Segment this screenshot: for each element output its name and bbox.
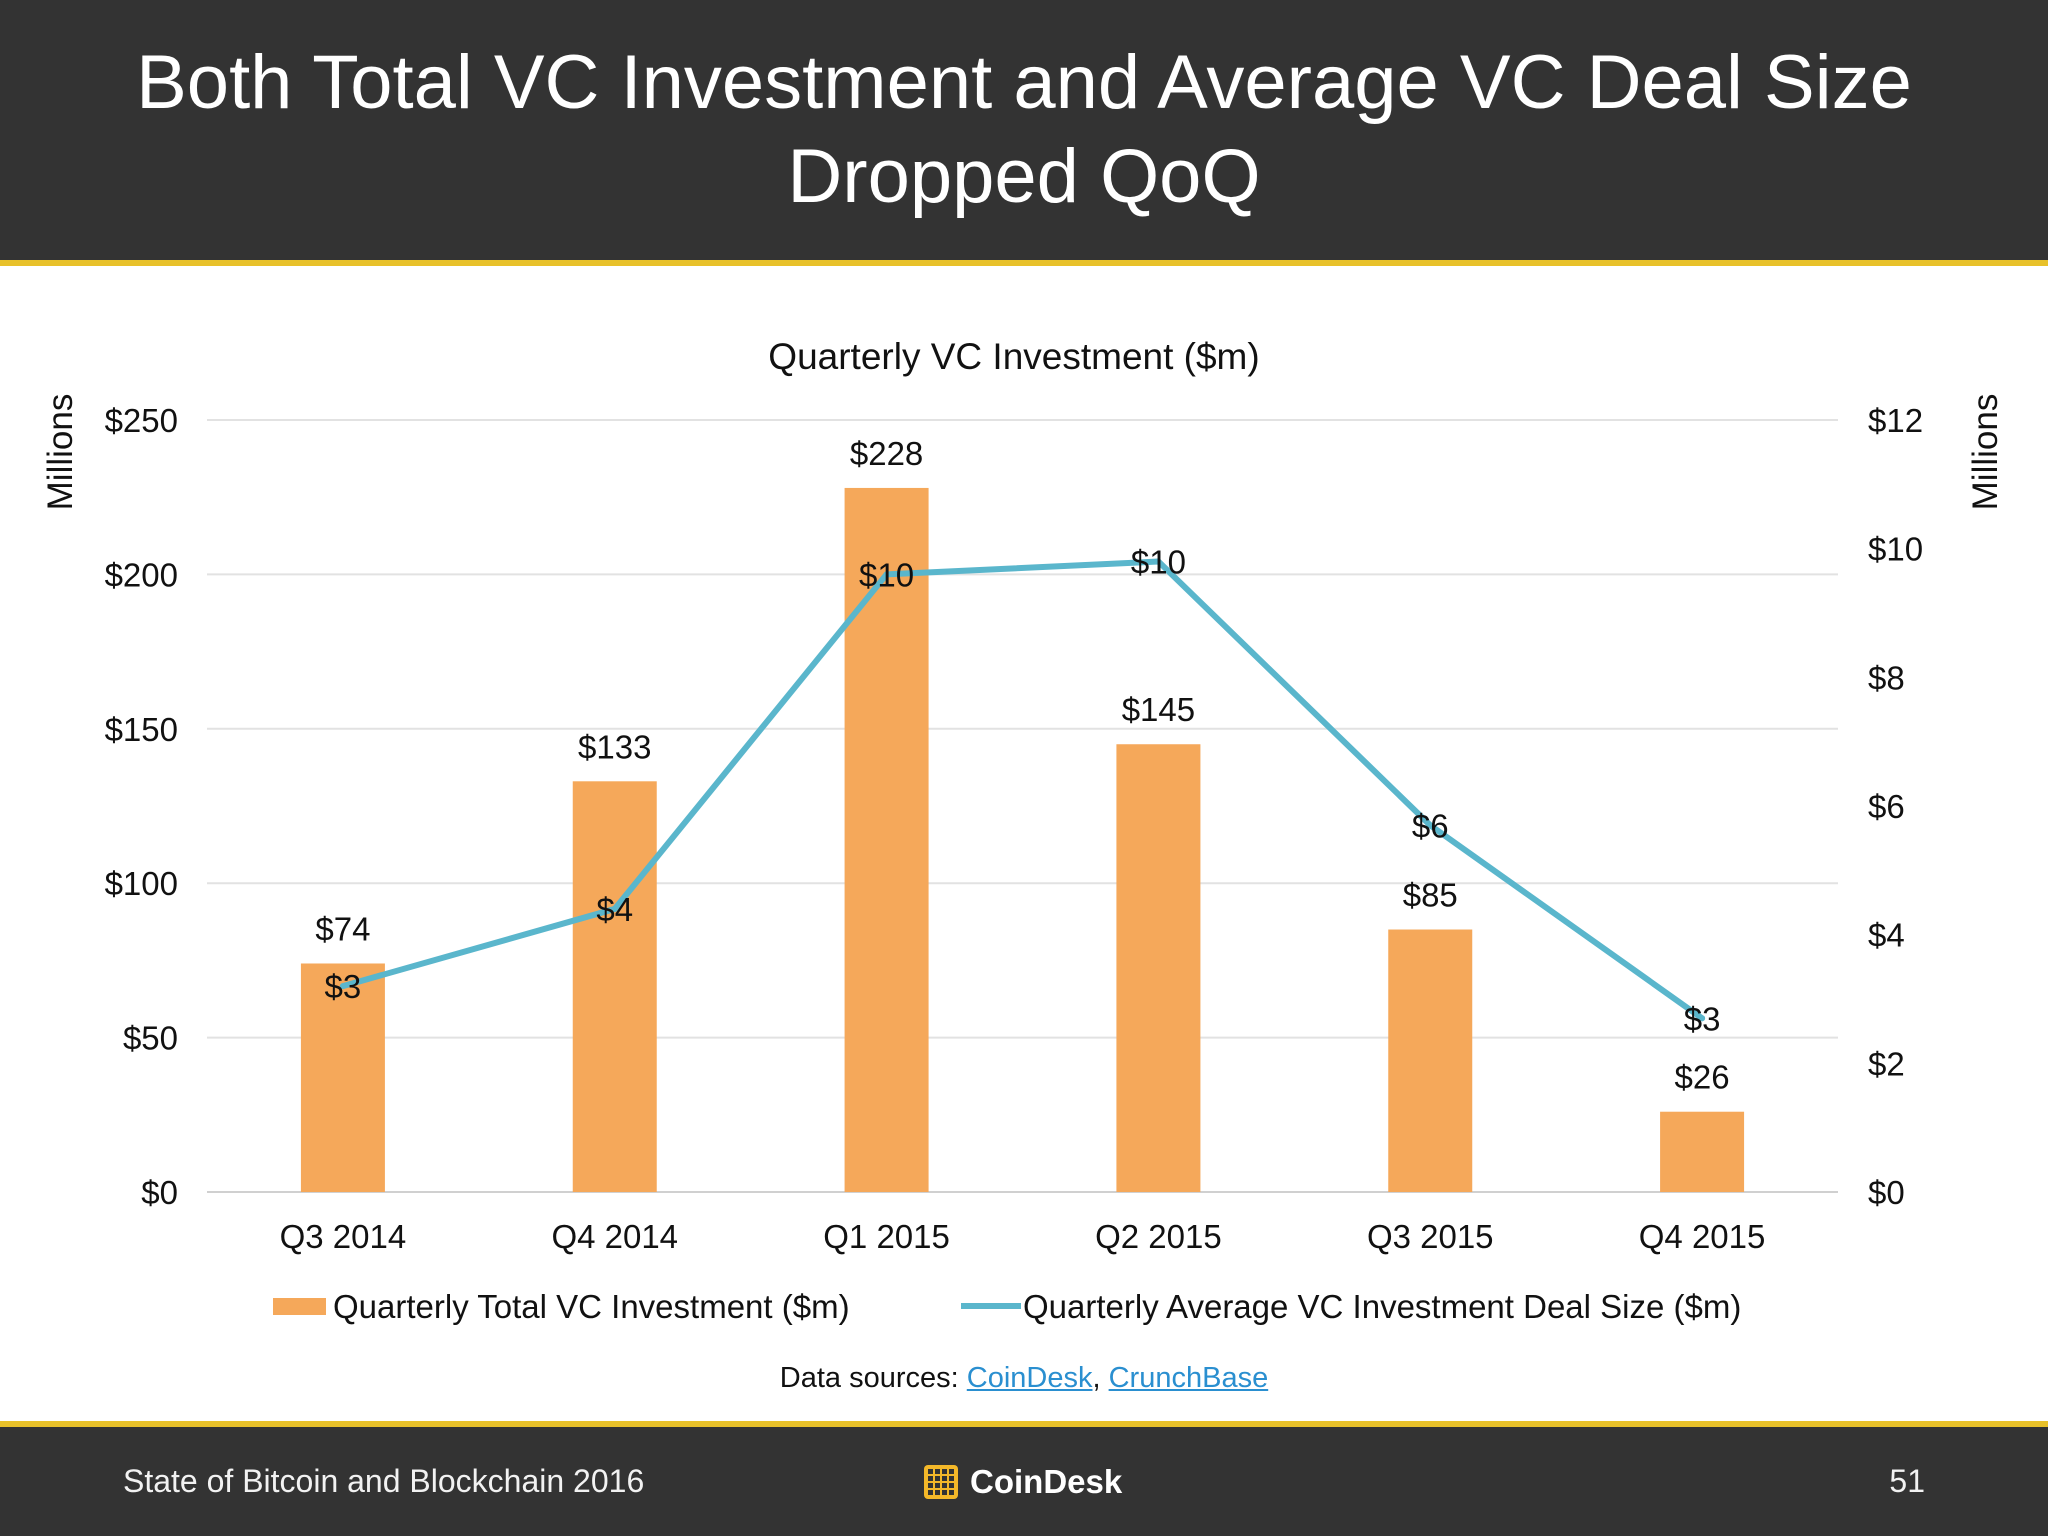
line-point (1699, 1015, 1706, 1022)
legend-swatch-bar (273, 1298, 326, 1315)
slide-header: Both Total VC Investment and Average VC … (0, 0, 2048, 266)
y-tick-label-left: $250 (105, 402, 178, 439)
bar (300, 963, 385, 1192)
line-data-label: $10 (1131, 544, 1186, 581)
x-tick-label: Q4 2015 (1639, 1218, 1766, 1255)
bar-series: $74 $133 $228 $145 $85 $26 (300, 435, 1745, 1192)
bar-data-label: $85 (1403, 877, 1458, 914)
sources-prefix: Data sources: (779, 1362, 967, 1394)
slide-title: Both Total VC Investment and Average VC … (136, 40, 1912, 219)
combo-chart: Quarterly VC Investment ($m) Millions Mi… (41, 336, 2005, 1325)
bar-data-label: $133 (578, 728, 651, 765)
y-tick-label-left: $0 (141, 1174, 178, 1211)
bar (572, 781, 657, 1192)
x-tick-label: Q3 2015 (1367, 1218, 1494, 1255)
x-axis-ticks: Q3 2014 Q4 2014 Q1 2015 Q2 2015 Q3 2015 Q4 20… (280, 1218, 1766, 1255)
line-point (1155, 558, 1162, 565)
y-tick-label-right: $4 (1868, 917, 1905, 954)
y-tick-label-right: $12 (1868, 402, 1923, 439)
coindesk-logo-icon (924, 1465, 958, 1499)
line-point (339, 983, 346, 990)
bar (1660, 1111, 1745, 1192)
y-axis-label-right: Millions (1966, 394, 2005, 511)
line-data-label: $4 (596, 891, 633, 928)
coindesk-logo-text: CoinDesk (970, 1463, 1123, 1500)
y-axis-right-ticks: $0 $2 $4 $6 $8 $10 $12 (1868, 402, 1923, 1211)
y-tick-label-left: $150 (105, 711, 178, 748)
y-tick-label-right: $0 (1868, 1174, 1905, 1211)
data-sources: Data sources: CoinDesk, CrunchBase (0, 1362, 2048, 1395)
x-tick-label: Q1 2015 (823, 1218, 950, 1255)
legend-label-bar: Quarterly Total VC Investment ($m) (333, 1288, 850, 1325)
y-tick-label-right: $6 (1868, 788, 1905, 825)
y-tick-label-left: $200 (105, 556, 178, 593)
y-tick-label-left: $50 (123, 1020, 178, 1057)
slide-footer: State of Bitcoin and Blockchain 2016 Coi… (0, 1421, 2048, 1536)
gridlines (207, 419, 1838, 1193)
bar-data-label: $26 (1675, 1059, 1730, 1096)
legend-label-line: Quarterly Average VC Investment Deal Siz… (1023, 1288, 1741, 1325)
coindesk-link[interactable]: CoinDesk (966, 1362, 1093, 1394)
line-path (339, 558, 1706, 1022)
x-tick-label: Q3 2014 (280, 1218, 407, 1255)
coindesk-logo: CoinDesk (924, 1460, 1122, 1504)
line-data-label: $10 (859, 556, 914, 593)
y-tick-label-left: $100 (105, 865, 178, 902)
y-tick-label-right: $10 (1868, 531, 1923, 568)
y-axis-left-ticks: $0 $50 $100 $150 $200 $250 (105, 402, 178, 1211)
sources-separator: , (1092, 1362, 1109, 1394)
line-series: $3 $4 $10 $10 $6 $3 (325, 544, 1721, 1038)
footer-report-title: State of Bitcoin and Blockchain 2016 (123, 1463, 645, 1499)
line-point (1427, 822, 1434, 829)
y-tick-label-right: $2 (1868, 1045, 1905, 1082)
line-point (883, 571, 890, 578)
line-data-label: $3 (1684, 1000, 1721, 1037)
y-tick-label-right: $8 (1868, 659, 1905, 696)
bar-data-label: $145 (1122, 691, 1195, 728)
bar-data-label: $228 (850, 435, 923, 472)
crunchbase-link[interactable]: CrunchBase (1108, 1362, 1269, 1394)
bar (1388, 929, 1473, 1192)
x-tick-label: Q4 2014 (551, 1218, 678, 1255)
line-data-label: $3 (325, 968, 362, 1005)
page-number: 51 (1889, 1463, 1925, 1499)
x-tick-label: Q2 2015 (1095, 1218, 1222, 1255)
bar (844, 487, 929, 1192)
y-axis-label-left: Millions (41, 394, 80, 511)
line-point (611, 905, 618, 912)
chart-title: Quarterly VC Investment ($m) (768, 336, 1259, 377)
legend: Quarterly Total VC Investment ($m) Quart… (273, 1288, 1741, 1325)
line-data-label: $6 (1412, 807, 1449, 844)
bar (1116, 744, 1201, 1192)
bar-data-label: $74 (315, 910, 370, 947)
